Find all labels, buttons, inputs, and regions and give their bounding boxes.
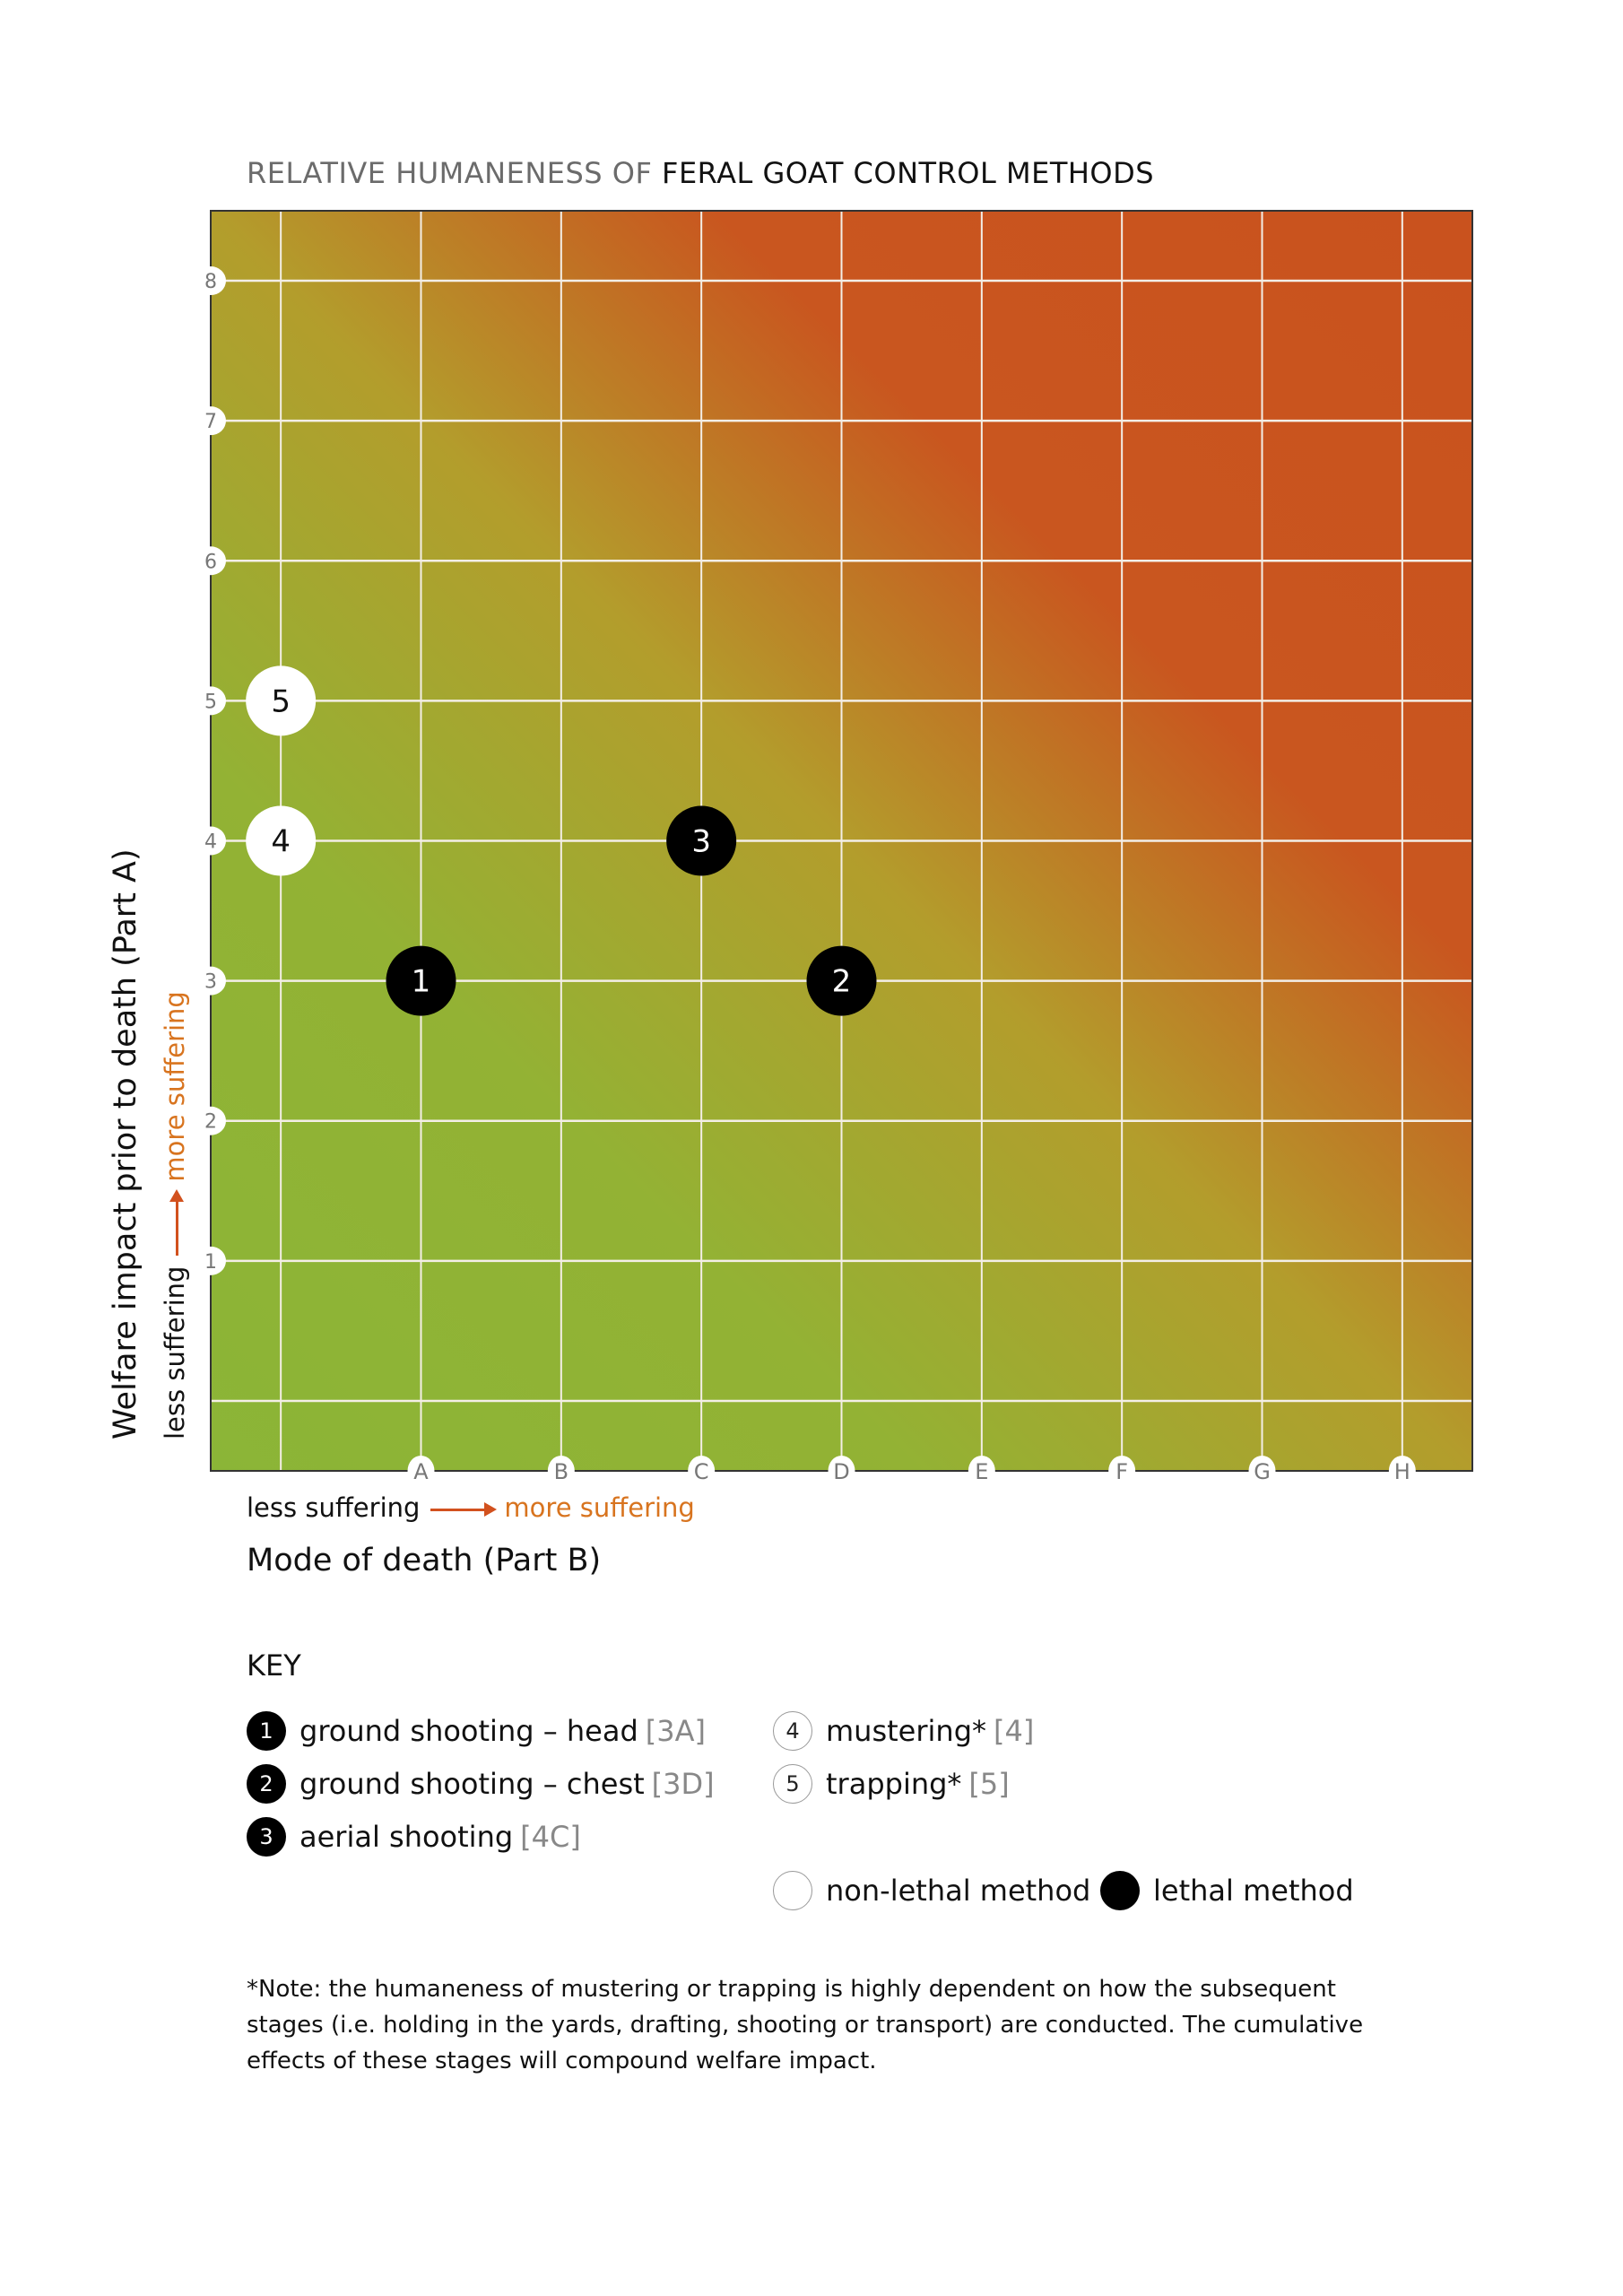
x-tick-label: H	[1394, 1459, 1410, 1484]
point-marker-2	[806, 945, 877, 1016]
key-item: 3 aerial shooting [4C]	[247, 1817, 581, 1857]
x-tick-badge	[407, 1456, 435, 1486]
y-tick-label: 4	[204, 831, 217, 854]
x-tick-badge	[547, 1456, 575, 1486]
point-label-2: 2	[832, 964, 852, 1000]
key-marker-icon: 3	[247, 1817, 286, 1857]
y-less-suffering: less suffering	[160, 1265, 190, 1439]
y-more-suffering: more suffering	[160, 991, 190, 1182]
x-tick-label: A	[413, 1459, 429, 1484]
point-label-5: 5	[271, 683, 291, 719]
key-text: ground shooting – chest	[299, 1767, 645, 1801]
x-tick-label: C	[694, 1459, 709, 1484]
key-text: trapping*	[826, 1767, 962, 1801]
arrow-icon	[175, 1192, 178, 1256]
x-tick-label: G	[1254, 1459, 1271, 1484]
x-axis-scale: less suffering more suffering	[247, 1492, 695, 1523]
x-tick-badge	[828, 1456, 855, 1486]
point-marker-1	[386, 945, 456, 1016]
y-tick-badge	[195, 1246, 226, 1275]
key-code: [4C]	[520, 1820, 581, 1854]
y-tick-label: 6	[204, 551, 217, 573]
key-marker-icon: 1	[247, 1711, 286, 1751]
key-text: ground shooting – head	[299, 1714, 638, 1748]
y-tick-badge	[195, 686, 226, 716]
footnote: *Note: the humaneness of mustering or tr…	[247, 1976, 1364, 2074]
point-marker-3	[666, 805, 737, 876]
y-tick-label: 5	[204, 691, 217, 713]
y-tick-badge	[195, 266, 226, 296]
key-title: KEY	[247, 1648, 301, 1683]
x-more-suffering: more suffering	[504, 1492, 695, 1523]
title-emphasis: FERAL GOAT CONTROL METHODS	[662, 156, 1155, 190]
arrow-icon	[430, 1501, 498, 1517]
point-label-3: 3	[691, 824, 711, 860]
y-tick-badge	[195, 406, 226, 436]
x-tick-label: E	[975, 1459, 988, 1484]
x-tick-label: F	[1115, 1459, 1128, 1484]
x-tick-badge	[1388, 1456, 1416, 1486]
open-circle-icon	[773, 1871, 812, 1910]
chart-title: RELATIVE HUMANENESS OF FERAL GOAT CONTRO…	[247, 156, 1154, 190]
key-text: aerial shooting	[299, 1820, 514, 1854]
key-marker-icon: 2	[247, 1764, 286, 1804]
legend-label: lethal method	[1153, 1874, 1354, 1908]
legend-non-lethal: non-lethal method	[773, 1871, 1090, 1910]
y-axis-title: Welfare impact prior to death (Part A)	[108, 848, 143, 1439]
filled-circle-icon	[1100, 1871, 1140, 1910]
key-item: 2 ground shooting – chest [3D]	[247, 1764, 715, 1804]
x-tick-badge	[1108, 1456, 1136, 1486]
x-axis-title: Mode of death (Part B)	[247, 1543, 602, 1578]
key-item: 1 ground shooting – head [3A]	[247, 1711, 706, 1751]
key-code: [3D]	[651, 1767, 715, 1801]
point-label-1: 1	[412, 964, 431, 1000]
ticks: A B C D E F G H 1 2 3 4 5 6 7 8	[195, 266, 1416, 1486]
title-prefix: RELATIVE HUMANENESS OF	[247, 156, 663, 190]
y-tick-label: 3	[204, 971, 217, 994]
y-tick-label: 7	[204, 411, 217, 433]
legend-lethal: lethal method	[1100, 1871, 1354, 1910]
y-tick-label: 8	[204, 271, 217, 293]
point-label-4: 4	[271, 824, 291, 860]
key-item: 5 trapping* [5]	[773, 1764, 1010, 1804]
x-tick-label: D	[833, 1459, 849, 1484]
x-tick-badge	[688, 1456, 716, 1486]
y-tick-label: 2	[204, 1111, 217, 1134]
legend-label: non-lethal method	[826, 1874, 1091, 1908]
y-axis-scale: less suffering more suffering	[160, 991, 190, 1439]
points: 1 2 3 4 5	[246, 665, 877, 1016]
y-tick-label: 1	[204, 1251, 217, 1274]
y-tick-badge	[195, 546, 226, 576]
y-tick-badge	[195, 966, 226, 996]
x-tick-badge	[1248, 1456, 1276, 1486]
x-less-suffering: less suffering	[247, 1492, 421, 1523]
y-tick-badge	[195, 1106, 226, 1135]
key-marker-icon: 4	[773, 1711, 812, 1751]
x-tick-badge	[968, 1456, 995, 1486]
y-tick-badge	[195, 826, 226, 856]
key-marker-icon: 5	[773, 1764, 812, 1804]
point-marker-5	[246, 665, 317, 736]
key-text: mustering*	[826, 1714, 986, 1748]
key-item: 4 mustering* [4]	[773, 1711, 1034, 1751]
x-tick-label: B	[554, 1459, 568, 1484]
chart-plot: A B C D E F G H 1 2 3 4 5 6 7 8 1 2 3 4 5	[195, 210, 1473, 1486]
point-marker-4	[246, 805, 317, 876]
key-code: [5]	[968, 1767, 1010, 1801]
key-code: [3A]	[645, 1714, 706, 1748]
key-code: [4]	[994, 1714, 1035, 1748]
